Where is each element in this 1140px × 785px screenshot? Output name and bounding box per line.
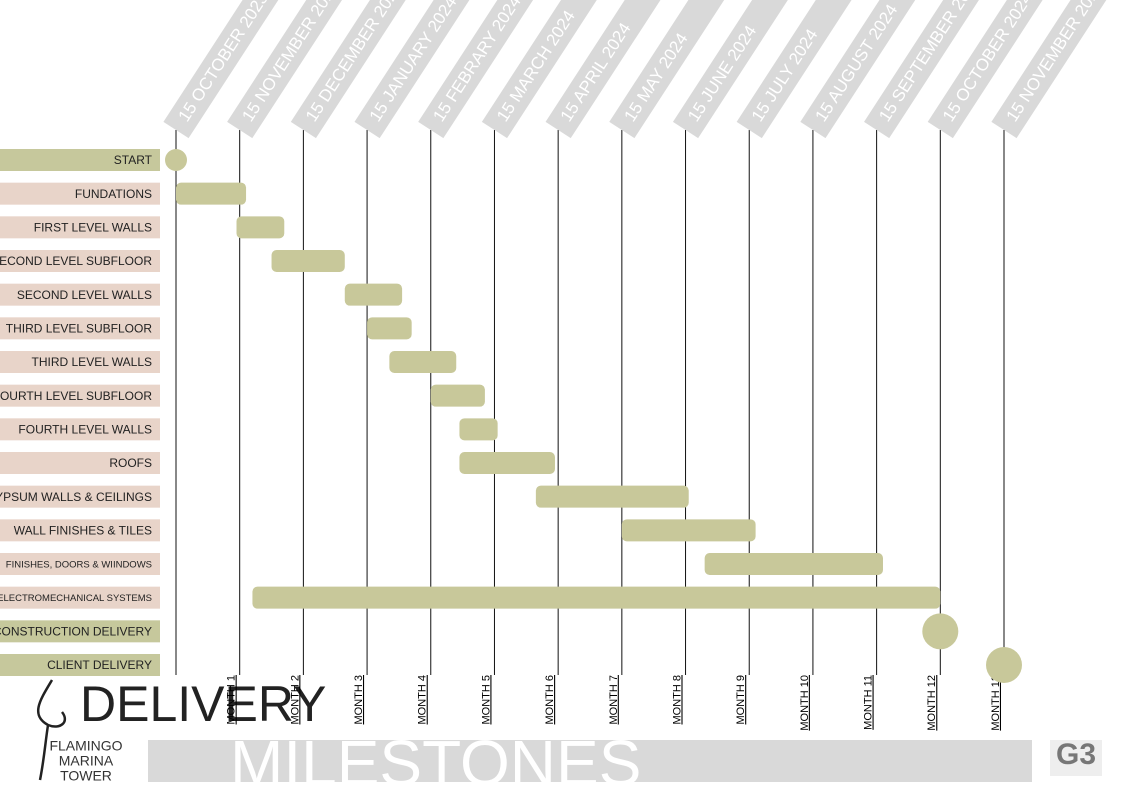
task-bar bbox=[367, 317, 412, 340]
chart-title: DELIVERY bbox=[80, 676, 326, 732]
row-label-bg bbox=[0, 351, 160, 373]
task-bar bbox=[459, 418, 498, 441]
month-label: MONTH 11 bbox=[863, 675, 875, 730]
task-bar bbox=[430, 384, 485, 407]
row-label-bg bbox=[0, 216, 160, 239]
date-tag-bg bbox=[609, 0, 744, 139]
date-tag-bg bbox=[227, 0, 362, 139]
row-label: FUNDATIONS bbox=[75, 187, 152, 201]
milestone bbox=[986, 647, 1022, 683]
row-label: SECOND LEVEL SUBFLOOR bbox=[0, 254, 152, 268]
milestone bbox=[922, 613, 959, 650]
month-label: MONTH 9 bbox=[735, 675, 747, 725]
task-bar bbox=[271, 250, 345, 272]
row-label-bg bbox=[0, 317, 160, 340]
brand-line: FLAMINGO bbox=[49, 738, 122, 754]
month-label: MONTH 6 bbox=[544, 675, 556, 725]
row-label-bg bbox=[0, 586, 160, 609]
row-label-bg bbox=[0, 452, 160, 474]
month-label: MONTH 2 bbox=[289, 675, 301, 725]
brand-line: MARINA bbox=[59, 753, 114, 769]
date-tag-bg bbox=[800, 0, 935, 139]
row-label: GYPSUM WALLS & CEILINGS bbox=[0, 490, 152, 504]
date-tag-bg bbox=[545, 0, 680, 139]
month-label: MONTH 1 bbox=[226, 675, 238, 725]
subtitle-band bbox=[148, 740, 1032, 782]
row-label-bg bbox=[0, 182, 160, 205]
month-label: MONTH 3 bbox=[353, 675, 365, 725]
brand-icon bbox=[36, 679, 67, 781]
row-label: WALL FINISHES & TILES bbox=[14, 524, 152, 538]
row-label-bg bbox=[0, 283, 160, 306]
row-label-bg bbox=[0, 553, 160, 575]
row-label: FOURTH LEVEL WALLS bbox=[18, 423, 152, 437]
row-label: SECOND LEVEL WALLS bbox=[17, 288, 152, 302]
month-label: MONTH 4 bbox=[417, 675, 429, 725]
month-label: MONTH 10 bbox=[799, 675, 811, 731]
row-label: FINISHES, DOORS & WIINDOWS bbox=[6, 560, 152, 571]
task-bar bbox=[236, 216, 285, 239]
task-bar bbox=[459, 452, 555, 474]
row-label-bg bbox=[0, 654, 160, 676]
row-label: ROOFS bbox=[109, 456, 152, 470]
task-bar bbox=[252, 586, 941, 609]
month-label: MONTH 5 bbox=[480, 675, 492, 725]
logo-box bbox=[1050, 740, 1102, 776]
row-label: THIRD LEVEL WALLS bbox=[32, 355, 152, 369]
milestone bbox=[165, 149, 187, 171]
month-label: MONTH 7 bbox=[608, 675, 620, 725]
task-bar bbox=[389, 351, 457, 373]
date-tag-bg bbox=[481, 0, 616, 139]
date-tag-bg bbox=[354, 0, 489, 139]
task-bar bbox=[535, 485, 689, 508]
date-tag-bg bbox=[864, 0, 999, 139]
date-tag-bg bbox=[418, 0, 553, 139]
brand-line: TOWER bbox=[60, 768, 112, 784]
row-label: CONSTRUCTION DELIVERY bbox=[0, 625, 152, 639]
row-label: FIRST LEVEL WALLS bbox=[34, 221, 152, 235]
row-label: THIRD LEVEL SUBFLOOR bbox=[6, 322, 153, 336]
row-label: ELECTROMECHANICAL SYSTEMS bbox=[0, 593, 152, 604]
row-label-bg bbox=[0, 384, 160, 407]
row-label-bg bbox=[0, 485, 160, 508]
month-label: MONTH 12 bbox=[926, 675, 938, 731]
month-label: MONTH 13 bbox=[990, 675, 1002, 731]
date-tag-bg bbox=[163, 0, 298, 139]
chart-subtitle: MILESTONES bbox=[230, 727, 641, 785]
task-bar bbox=[704, 553, 883, 575]
date-tag-bg bbox=[991, 0, 1126, 139]
row-label-bg bbox=[0, 149, 160, 171]
logo: G3 bbox=[1056, 738, 1096, 771]
date-tag-bg bbox=[672, 0, 808, 139]
task-bar bbox=[344, 283, 403, 306]
row-label-bg bbox=[0, 418, 160, 441]
row-label-bg bbox=[0, 620, 160, 643]
row-label: FOURTH LEVEL SUBFLOOR bbox=[0, 389, 152, 403]
task-bar bbox=[621, 519, 756, 542]
row-label: CLIENT DELIVERY bbox=[47, 658, 152, 672]
row-label-bg bbox=[0, 519, 160, 542]
date-tag-bg bbox=[736, 0, 871, 139]
row-label-bg bbox=[0, 250, 160, 272]
row-label: START bbox=[114, 153, 153, 167]
task-bar bbox=[176, 182, 247, 205]
date-tag-bg bbox=[927, 0, 1062, 139]
date-tag-bg bbox=[290, 0, 425, 139]
month-label: MONTH 8 bbox=[671, 675, 683, 725]
